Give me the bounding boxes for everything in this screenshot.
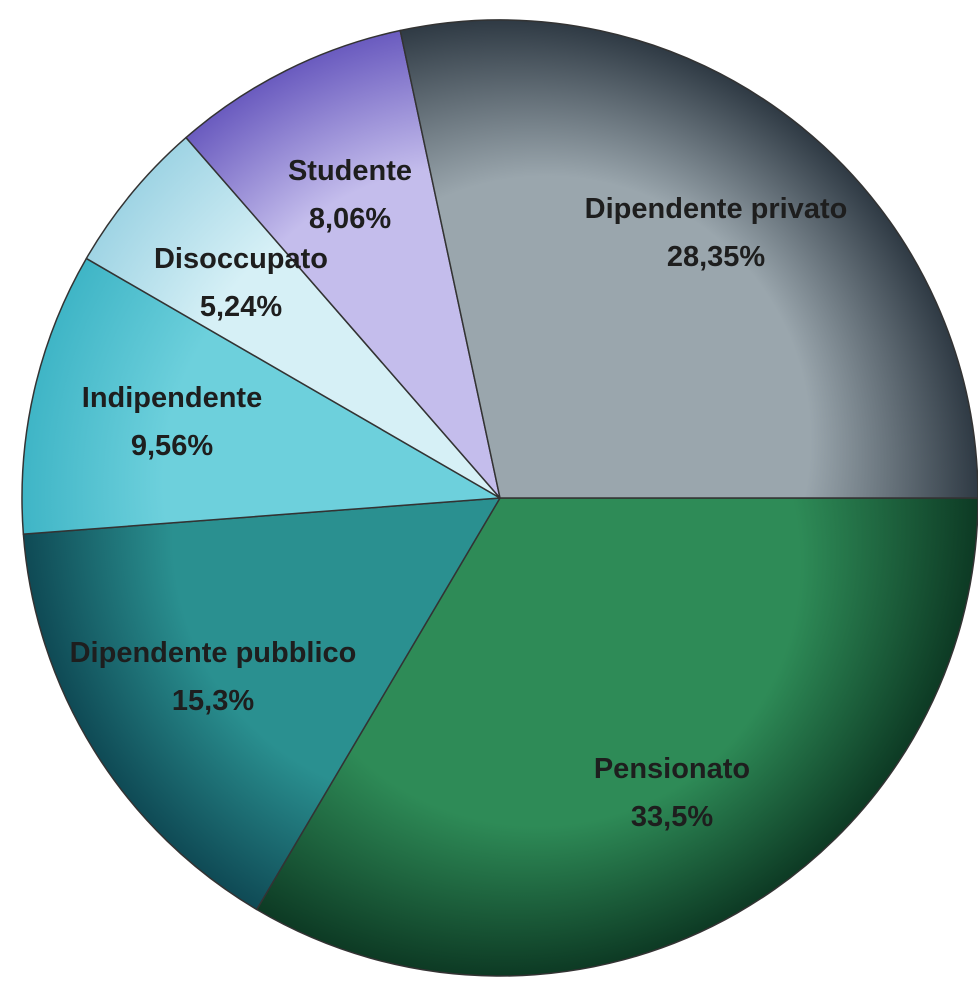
slice-value-studente: 8,06% [309,203,391,235]
slice-label-pensionato: Pensionato [594,753,750,785]
pie-labels: Pensionato 33,5% Dipendente pubblico 15,3% I… [70,155,848,833]
slice-value-indipendente: 9,56% [131,430,213,462]
slice-label-studente: Studente [288,155,412,187]
slice-label-dipendente-pubblico: Dipendente pubblico [70,637,357,669]
slice-value-dipendente-privato: 28,35% [667,241,766,273]
slice-label-indipendente: Indipendente [82,382,262,414]
pie-slice-indipendente [21,257,501,535]
pie-slice-pensionato [256,497,978,977]
slice-label-dipendente-privato: Dipendente privato [585,193,848,225]
slice-label-disoccupato: Disoccupato [154,243,328,275]
slice-value-pensionato: 33,5% [631,801,713,833]
pie-slice-studente [185,29,501,499]
pie-slice-disoccupato [85,136,501,499]
slice-value-disoccupato: 5,24% [200,291,282,323]
slice-value-dipendente-pubblico: 15,3% [172,685,254,717]
pie-slice-dipendente-pubblico [22,497,501,911]
pie-slice-dipendente-privato [399,19,978,499]
pie-slices [21,19,978,977]
